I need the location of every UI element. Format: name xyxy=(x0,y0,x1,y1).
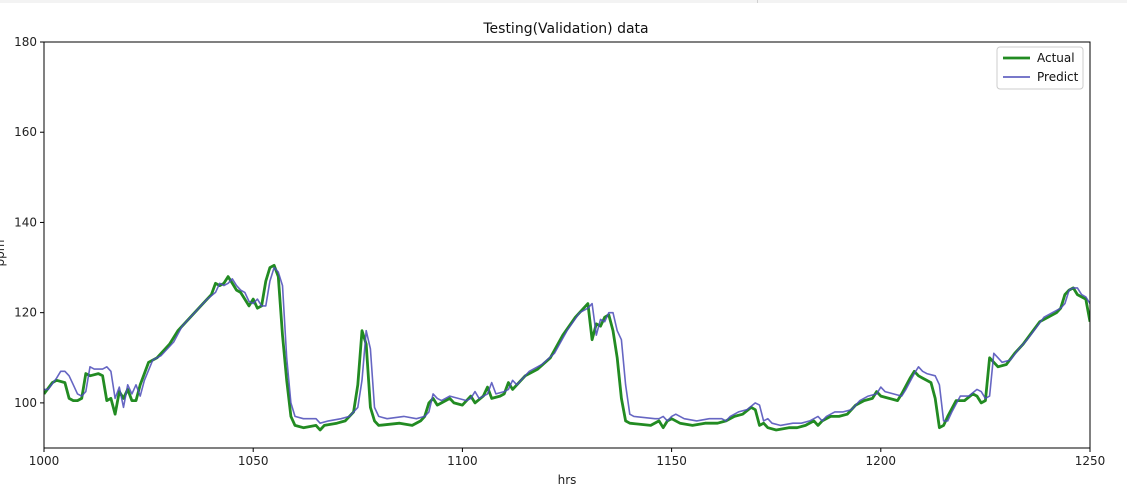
x-tick-label: 1100 xyxy=(447,454,478,468)
x-tick-label: 1250 xyxy=(1075,454,1106,468)
legend-label-predict: Predict xyxy=(1037,70,1079,84)
x-tick-label: 1200 xyxy=(866,454,897,468)
x-tick-label: 1150 xyxy=(656,454,687,468)
series-line-actual xyxy=(44,263,1090,432)
y-tick-label: 140 xyxy=(14,215,37,229)
y-tick-label: 160 xyxy=(14,125,37,139)
plot-lines xyxy=(44,263,1090,432)
plot-frame xyxy=(43,41,1091,449)
chart-title: Testing(Validation) data xyxy=(482,21,648,37)
legend: Actual Predict xyxy=(996,46,1084,90)
y-tick-label: 120 xyxy=(14,306,37,320)
y-tick-label: 180 xyxy=(14,35,37,49)
x-tick-label: 1050 xyxy=(238,454,269,468)
y-tick-label: 100 xyxy=(14,396,37,410)
legend-label-actual: Actual xyxy=(1037,51,1075,65)
x-axis-label: hrs xyxy=(558,473,577,487)
top-strip xyxy=(0,0,1127,3)
x-tick-label: 1000 xyxy=(29,454,60,468)
series-line-predict xyxy=(44,266,1090,427)
x-axis-ticks: 1000 1050 1100 1150 1200 1250 xyxy=(29,448,1106,468)
y-axis-ticks: 100 120 140 160 180 xyxy=(14,35,44,410)
y-axis-label: ppm xyxy=(0,240,7,267)
